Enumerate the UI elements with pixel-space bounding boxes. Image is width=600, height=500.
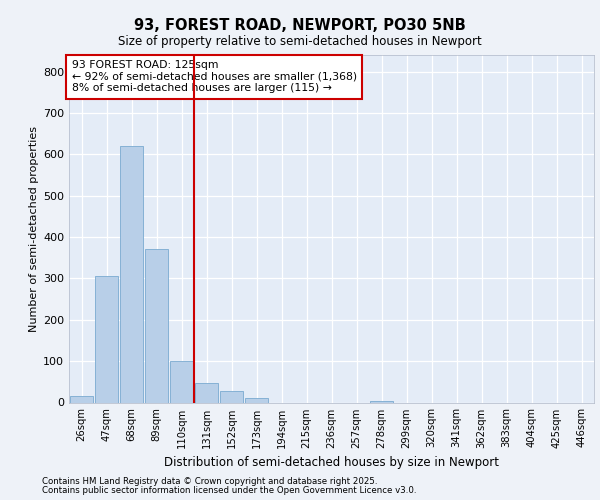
Bar: [170, 361, 193, 403]
Text: 93 FOREST ROAD: 125sqm
← 92% of semi-detached houses are smaller (1,368)
8% of s: 93 FOREST ROAD: 125sqm ← 92% of semi-det…: [71, 60, 357, 94]
Bar: [245, 398, 268, 402]
Y-axis label: Number of semi-detached properties: Number of semi-detached properties: [29, 126, 39, 332]
Bar: [120, 146, 143, 403]
X-axis label: Distribution of semi-detached houses by size in Newport: Distribution of semi-detached houses by …: [164, 456, 499, 469]
Bar: [195, 383, 218, 402]
Bar: [70, 396, 93, 402]
Text: Contains HM Land Registry data © Crown copyright and database right 2025.: Contains HM Land Registry data © Crown c…: [42, 477, 377, 486]
Text: Size of property relative to semi-detached houses in Newport: Size of property relative to semi-detach…: [118, 35, 482, 48]
Text: Contains public sector information licensed under the Open Government Licence v3: Contains public sector information licen…: [42, 486, 416, 495]
Bar: [95, 276, 118, 402]
Bar: [220, 392, 243, 402]
Text: 93, FOREST ROAD, NEWPORT, PO30 5NB: 93, FOREST ROAD, NEWPORT, PO30 5NB: [134, 18, 466, 32]
Bar: [145, 250, 168, 402]
